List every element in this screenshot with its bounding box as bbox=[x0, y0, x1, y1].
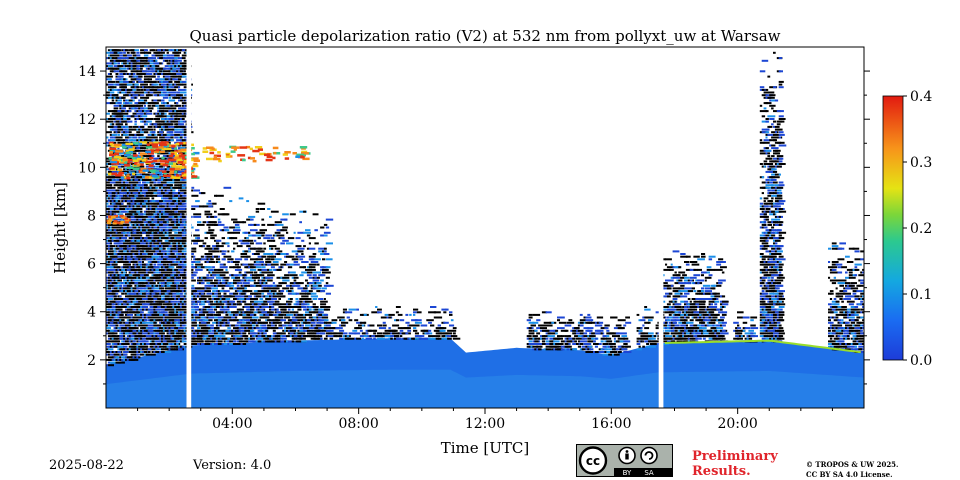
x-tick-label: 04:00 bbox=[212, 416, 252, 432]
colorbar-tick-label: 0.4 bbox=[910, 89, 932, 105]
y-tick-label: 8 bbox=[87, 208, 96, 224]
colorbar-tick-label: 0.1 bbox=[910, 287, 932, 303]
y-axis-label: Height [km] bbox=[51, 182, 69, 274]
date-label: 2025-08-22 bbox=[49, 458, 124, 473]
colorbar-tick-label: 0.2 bbox=[910, 221, 932, 237]
y-tick-label: 2 bbox=[87, 353, 96, 369]
colorbar-tick-label: 0.3 bbox=[910, 155, 932, 171]
data-gap-1 bbox=[186, 47, 192, 408]
cc-sa-label: SA bbox=[644, 469, 654, 477]
y-axis: 2 4 6 8 10 12 14 bbox=[78, 64, 870, 385]
x-axis: 04:00 08:00 12:00 16:00 20:00 bbox=[137, 408, 833, 432]
cc-by-label: BY bbox=[623, 469, 632, 477]
data-gap-2 bbox=[658, 47, 664, 408]
plot-area bbox=[106, 47, 864, 408]
x-tick-label: 08:00 bbox=[338, 416, 378, 432]
copyright-line-2: CC BY SA 4.0 License. bbox=[806, 470, 893, 479]
y-tick-label: 6 bbox=[87, 257, 96, 273]
y-tick-label: 12 bbox=[78, 112, 96, 128]
cc-by-sa-license-icon[interactable]: cc BY SA bbox=[576, 444, 673, 477]
preliminary-line-2: Results. bbox=[692, 464, 751, 479]
colorbar-tick-label: 0.0 bbox=[910, 353, 932, 369]
preliminary-line-1: Preliminary bbox=[692, 449, 778, 464]
boundary-layer-lower bbox=[106, 369, 864, 408]
cirrus-layer bbox=[106, 141, 311, 225]
y-tick-label: 10 bbox=[78, 160, 96, 176]
preliminary-results-note: Preliminary Results. bbox=[692, 449, 778, 479]
chart-title: Quasi particle depolarization ratio (V2)… bbox=[189, 27, 780, 45]
x-tick-label: 16:00 bbox=[591, 416, 631, 432]
x-axis-label: Time [UTC] bbox=[441, 439, 530, 457]
x-tick-label: 20:00 bbox=[717, 416, 757, 432]
aerosol-streaks bbox=[106, 49, 864, 367]
colorbar-axis: 0.0 0.1 0.2 0.3 0.4 bbox=[903, 89, 932, 369]
y-tick-label: 4 bbox=[87, 305, 96, 321]
copyright-note: © TROPOS & UW 2025. CC BY SA 4.0 License… bbox=[806, 460, 899, 480]
version-label: Version: 4.0 bbox=[193, 458, 272, 473]
x-tick-label: 12:00 bbox=[465, 416, 505, 432]
y-tick-label: 14 bbox=[78, 64, 96, 80]
boundary-layer-top-line bbox=[664, 339, 861, 354]
copyright-line-1: © TROPOS & UW 2025. bbox=[806, 460, 899, 469]
colorbar bbox=[882, 95, 904, 361]
